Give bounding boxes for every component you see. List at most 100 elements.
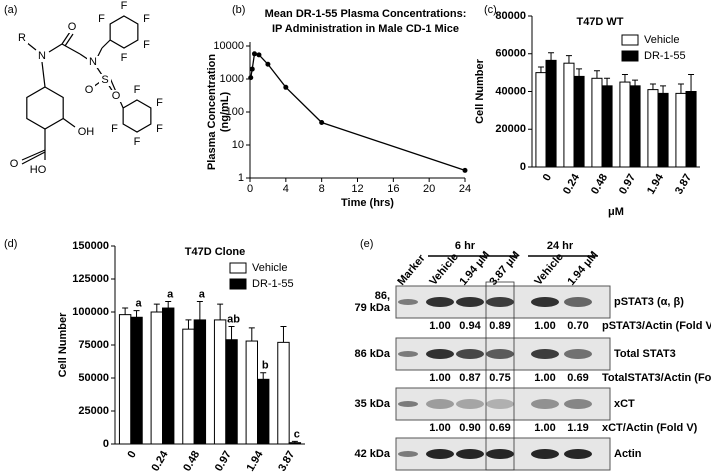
x-tick-label: 16 (387, 183, 399, 195)
error-bar (185, 319, 192, 330)
data-point (251, 51, 257, 57)
band (456, 449, 484, 459)
bar (182, 328, 195, 445)
fold-value: 1.00 (534, 320, 555, 332)
panel-label: (e) (360, 238, 373, 250)
bar (288, 442, 302, 445)
error-bar (260, 372, 267, 380)
atom-mask (108, 123, 121, 135)
bar (675, 92, 687, 168)
bar (685, 91, 697, 168)
band (531, 449, 559, 459)
fold-value: 1.00 (429, 372, 450, 384)
x-tick-label: 3.87 (276, 449, 297, 473)
error-bar (165, 300, 172, 309)
band (531, 297, 559, 307)
x-tick-label: 1.94 (245, 448, 267, 473)
atom-label: O (112, 90, 121, 102)
annotation: a (199, 288, 206, 300)
x-axis-label: μM (608, 206, 624, 218)
bar (619, 81, 631, 168)
x-tick-label: 0.97 (213, 449, 234, 473)
error-bar (133, 310, 140, 318)
error-bar (593, 70, 600, 79)
bar (545, 59, 557, 168)
legend-swatch (621, 50, 639, 62)
bond (41, 61, 46, 88)
protein-label: Actin (614, 448, 642, 460)
band (564, 399, 592, 409)
bond (21, 151, 46, 165)
y-tick-label: 10 (232, 139, 244, 151)
kda-label: 42 kDa (355, 448, 391, 460)
atom-mask (36, 50, 48, 62)
band (486, 349, 514, 359)
atom-label: S (101, 74, 108, 86)
bar (591, 77, 603, 168)
band (486, 449, 514, 459)
panel-label: (d) (4, 238, 17, 250)
time-group: 6 hr (455, 240, 476, 252)
protein-label: pSTAT3 (α, β) (614, 296, 684, 308)
bar (225, 339, 238, 445)
error-bar (280, 326, 287, 343)
y-tick-label: 1000 (220, 73, 244, 85)
bar (657, 92, 669, 168)
y-tick-label: 0 (520, 161, 526, 173)
y-tick-label: 25000 (78, 405, 109, 417)
x-tick-label: 1.94 (645, 171, 667, 196)
error-bar (565, 55, 572, 64)
panel-label: (b) (232, 4, 245, 16)
bar (162, 307, 175, 445)
bond (62, 118, 76, 128)
band (426, 349, 454, 359)
ratio-label: TotalSTAT3/Actin (Fold V) (602, 372, 711, 384)
x-tick-label: 0 (125, 449, 138, 460)
bar (257, 378, 270, 445)
kda-label: 79 kDa (355, 302, 391, 314)
fold-value: 0.70 (567, 320, 588, 332)
panel-label: (a) (4, 4, 17, 16)
data-point (248, 75, 254, 81)
y-axis-label: Cell Number (57, 312, 69, 378)
error-bar (660, 85, 667, 94)
protein-label: Total STAT3 (614, 348, 676, 360)
y-axis-label: Cell Number (474, 58, 486, 124)
atom-label: F (134, 136, 141, 148)
ring-bond (122, 99, 152, 133)
bar (647, 89, 659, 168)
error-bar (632, 79, 639, 86)
bar (601, 85, 613, 168)
legend-label: Vehicle (252, 262, 287, 274)
data-point (319, 120, 325, 126)
atom-mask (118, 52, 130, 64)
data-point (462, 167, 468, 173)
atom-label: HO (30, 164, 47, 176)
chart-title: Mean DR-1-55 Plasma Concentrations: (265, 8, 467, 20)
x-tick-label: 0 (247, 183, 253, 195)
y-tick-label: 50000 (78, 372, 109, 384)
bar (245, 340, 259, 445)
annotation: c (294, 428, 300, 440)
error-bar (548, 52, 555, 61)
fold-value: 1.00 (534, 372, 555, 384)
error-bar (604, 77, 611, 86)
atom-label: O (68, 21, 77, 33)
legend-label: Vehicle (644, 34, 679, 46)
x-axis-label: Time (hrs) (341, 197, 394, 209)
atom-mask (153, 97, 166, 109)
band (564, 349, 592, 359)
annotation: a (167, 288, 174, 300)
y-tick-label: 1 (238, 172, 244, 184)
bond (48, 43, 63, 53)
x-tick-label: 0.97 (617, 172, 638, 197)
ring-bond (109, 15, 139, 49)
fold-value: 0.90 (459, 422, 480, 434)
fold-value: 0.87 (459, 372, 480, 384)
atom-label: F (143, 39, 150, 51)
annotation: b (262, 360, 269, 372)
data-point (256, 52, 262, 58)
fold-value: 0.69 (489, 422, 510, 434)
atom-label: F (121, 0, 128, 12)
data-point (283, 84, 289, 90)
